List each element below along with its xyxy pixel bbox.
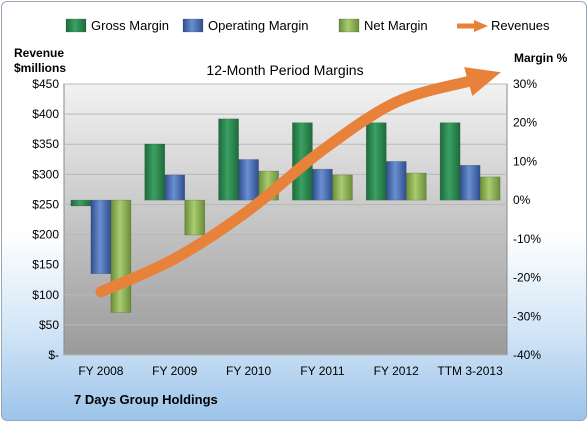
left-axis-label-line1: Revenue: [14, 46, 64, 60]
gross-margin-legend-label: Gross Margin: [91, 18, 169, 33]
right-tick-label: -20%: [513, 271, 541, 285]
x-tick-label: FY 2008: [78, 364, 123, 378]
gross-margin-legend-swatch: [65, 18, 87, 33]
left-tick-label: $100: [32, 288, 59, 302]
operating-margin-bar: [312, 168, 333, 201]
x-axis-ticks: FY 2008 FY 2009 FY 2010 FY 2011 FY 2012 TTM 3…: [78, 364, 503, 378]
right-tick-label: 20%: [513, 116, 537, 130]
net-margin-bar: [405, 172, 427, 201]
chart-title: 12-Month Period Margins: [206, 62, 363, 78]
right-tick-label: -30%: [513, 309, 541, 323]
right-tick-label: 10%: [513, 154, 537, 168]
left-tick-label: $50: [39, 318, 59, 332]
right-tick-label: -40%: [513, 348, 541, 362]
operating-margin-legend-swatch: [182, 18, 204, 33]
x-tick-label: FY 2011: [300, 364, 345, 378]
x-tick-label: TTM 3-2013: [437, 364, 503, 378]
left-tick-label: $-: [48, 348, 59, 362]
legend: Gross Margin Operating Margin Net Margin Re…: [65, 18, 550, 33]
left-axis-ticks: $- $50 $100 $150 $200 $250 $300 $350 $400 $450: [32, 77, 59, 362]
left-tick-label: $200: [32, 228, 59, 242]
gross-margin-bar: [365, 122, 387, 201]
net-margin-bar: [332, 174, 353, 201]
left-tick-label: $400: [32, 107, 59, 121]
net-margin-legend-swatch: [338, 18, 360, 33]
net-margin-bar: [479, 176, 501, 201]
gross-margin-bar: [144, 143, 166, 201]
left-tick-label: $450: [32, 77, 59, 91]
operating-margin-bar: [164, 174, 186, 201]
right-tick-label: 30%: [513, 77, 537, 91]
operating-margin-bar: [90, 199, 112, 274]
right-axis-ticks: -40% -30% -20% -10% 0% 10% 20% 30%: [513, 77, 541, 362]
x-tick-label: FY 2010: [226, 364, 271, 378]
net-margin-bar: [110, 199, 132, 313]
right-tick-label: 0%: [513, 193, 531, 207]
net-margin-legend-label: Net Margin: [364, 18, 428, 33]
revenues-line: [95, 67, 501, 298]
right-tick-label: -10%: [513, 232, 541, 246]
x-tick-label: FY 2012: [374, 364, 419, 378]
operating-margin-bar: [238, 159, 259, 201]
gross-margin-bar: [218, 118, 239, 201]
operating-margin-bar: [385, 161, 407, 201]
operating-margin-legend-label: Operating Margin: [208, 18, 308, 33]
operating-margin-bar: [459, 165, 481, 201]
right-axis-label: Margin %: [514, 51, 568, 65]
plot-area: [63, 83, 508, 356]
gross-margin-bar: [70, 199, 92, 207]
left-tick-label: $150: [32, 258, 59, 272]
x-tick-label: FY 2009: [152, 364, 197, 378]
gridlines: [64, 83, 507, 356]
left-tick-label: $250: [32, 197, 59, 211]
left-axis-label-line2: $millions: [14, 61, 66, 75]
revenue-line: [95, 67, 501, 298]
left-tick-label: $350: [32, 137, 59, 151]
gross-margin-bar: [439, 122, 461, 201]
company-label: 7 Days Group Holdings: [74, 392, 218, 407]
left-tick-label: $300: [32, 167, 59, 181]
net-margin-bar: [184, 199, 206, 236]
revenues-legend-label: Revenues: [491, 18, 550, 33]
